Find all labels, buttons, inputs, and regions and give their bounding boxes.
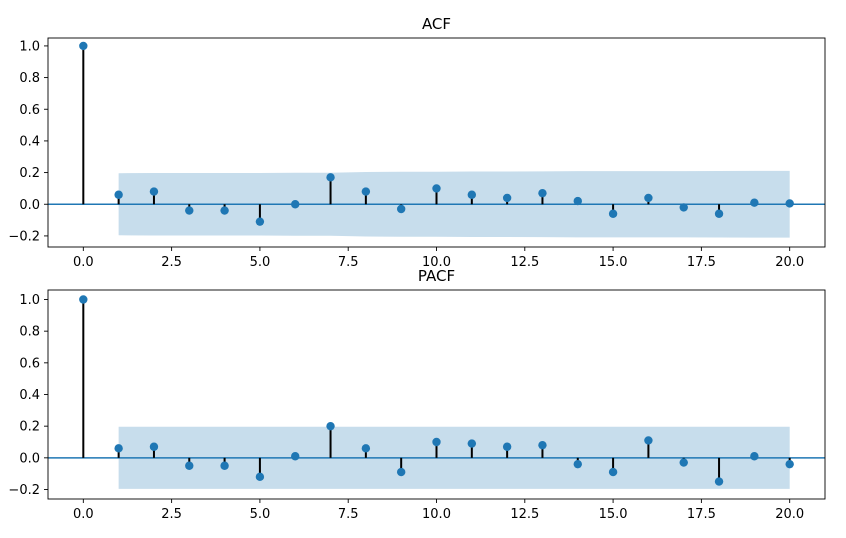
pacf-y-tick-label: −0.2	[8, 483, 40, 498]
acf-marker	[79, 41, 88, 51]
pacf-y-tick-label: 0.4	[19, 388, 40, 403]
acf-x-tick-label: 2.5	[161, 255, 182, 270]
pacf-marker	[79, 295, 88, 304]
pacf-marker	[361, 444, 371, 453]
pacf-marker	[396, 467, 406, 477]
acf-marker	[326, 173, 335, 182]
acf-panel: 0.0 2.5 5.0 7.5 10.0 12.5 15.0 17.5 20.0 −0.2 0.0 0…	[8, 15, 826, 270]
acf-marker	[714, 209, 724, 218]
pacf-x-tick-label: 12.5	[510, 507, 539, 522]
pacf-x-tick-label: 5.0	[250, 507, 271, 522]
acf-marker	[608, 209, 618, 218]
acf-marker	[538, 188, 547, 198]
acf-y-tick-label: −0.2	[8, 229, 40, 244]
pacf-marker	[432, 437, 441, 447]
pacf-marker	[608, 467, 618, 477]
pacf-marker	[255, 472, 265, 482]
acf-marker	[573, 196, 582, 206]
pacf-y-tick-label: 0.8	[19, 325, 40, 340]
pacf-marker	[149, 442, 159, 451]
pacf-marker	[467, 439, 477, 448]
acf-marker	[149, 187, 159, 196]
acf-y-tick-label: 0.2	[19, 166, 40, 181]
acf-marker	[785, 199, 794, 208]
acf-marker	[114, 190, 123, 199]
pacf-marker	[114, 444, 123, 453]
pacf-marker	[538, 440, 547, 450]
acf-title: ACF	[422, 15, 451, 33]
pacf-x-tick-label: 20.0	[775, 507, 804, 522]
acf-x-tick-label: 10.0	[422, 255, 451, 270]
pacf-marker	[785, 459, 794, 469]
acf-marker	[750, 198, 759, 207]
acf-y-tick-label: 0.4	[19, 134, 40, 149]
pacf-marker	[220, 461, 229, 470]
pacf-y-tick-label: 0.2	[19, 420, 40, 435]
acf-x-tick-label: 0.0	[73, 255, 94, 270]
pacf-y-tick-label: 0.0	[19, 451, 40, 466]
pacf-marker	[750, 452, 759, 461]
pacf-panel: 0.0 2.5 5.0 7.5 10.0 12.5 15.0 17.5 20.0 −0.2 0.0 0…	[8, 267, 826, 522]
pacf-title: PACF	[418, 267, 455, 285]
acf-marker	[502, 193, 512, 203]
pacf-marker	[573, 459, 582, 469]
acf-x-tick-label: 17.5	[687, 255, 716, 270]
pacf-marker	[644, 436, 653, 445]
pacf-marker	[714, 477, 724, 486]
acf-marker	[185, 206, 194, 215]
acf-marker	[644, 193, 653, 203]
pacf-y-tick-label: 0.6	[19, 356, 40, 371]
pacf-marker	[185, 461, 194, 470]
acf-marker	[220, 206, 229, 215]
pacf-x-tick-label: 15.0	[599, 507, 628, 522]
pacf-marker	[291, 452, 300, 461]
acf-x-tick-label: 20.0	[775, 255, 804, 270]
acf-y-tick-label: 0.0	[19, 198, 40, 213]
pacf-x-tick-label: 2.5	[161, 507, 182, 522]
pacf-marker	[326, 421, 335, 431]
pacf-marker	[679, 458, 688, 467]
acf-marker	[467, 190, 477, 199]
pacf-x-tick-label: 0.0	[73, 507, 94, 522]
acf-marker	[396, 204, 406, 214]
acf-marker	[361, 187, 371, 196]
acf-marker	[255, 217, 265, 226]
acf-x-tick-label: 15.0	[599, 255, 628, 270]
acf-marker	[432, 184, 441, 193]
acf-marker	[291, 200, 300, 209]
acf-y-tick-label: 1.0	[19, 39, 40, 54]
pacf-y-tick-label: 1.0	[19, 293, 40, 308]
pacf-x-tick-label: 17.5	[687, 507, 716, 522]
acf-x-tick-label: 12.5	[510, 255, 539, 270]
acf-x-tick-label: 7.5	[338, 255, 359, 270]
pacf-x-tick-label: 10.0	[422, 507, 451, 522]
acf-y-tick-label: 0.6	[19, 103, 40, 118]
acf-x-tick-label: 5.0	[250, 255, 271, 270]
pacf-marker	[502, 442, 512, 451]
acf-marker	[679, 203, 688, 212]
pacf-x-tick-label: 7.5	[338, 507, 359, 522]
acf-y-tick-label: 0.8	[19, 71, 40, 86]
